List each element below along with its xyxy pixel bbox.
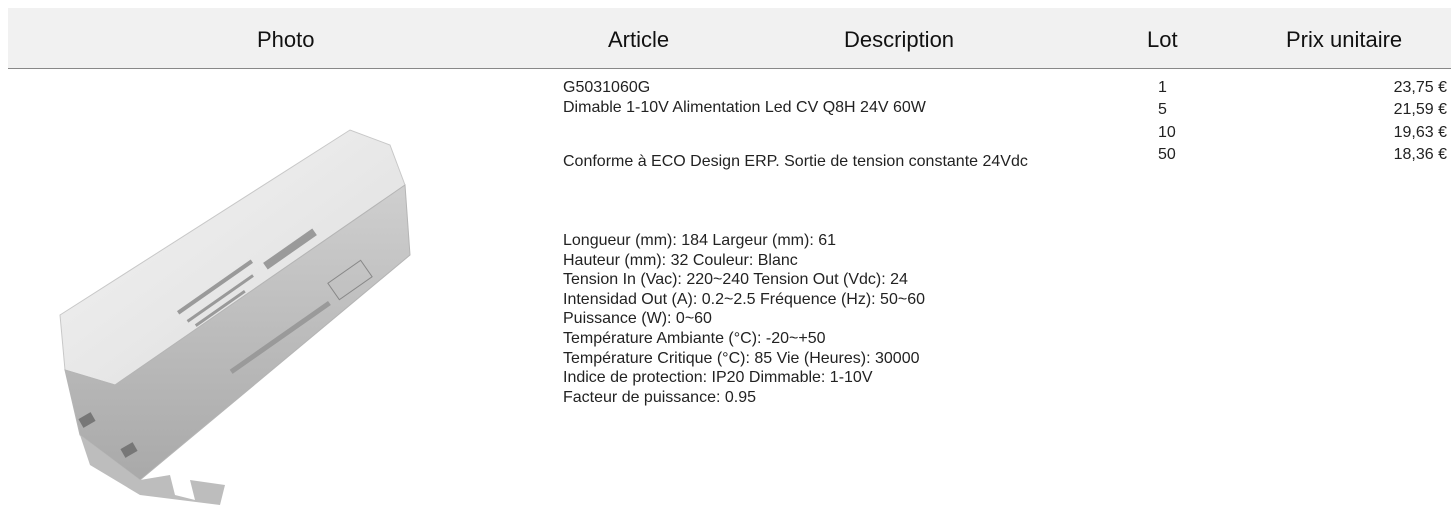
spec-line: Puissance (W): 0~60 bbox=[563, 309, 712, 329]
unit-price: 19,63 € bbox=[1300, 123, 1447, 143]
spec-line: Température Ambiante (°C): -20~+50 bbox=[563, 329, 826, 349]
header-price: Prix unitaire bbox=[1286, 8, 1402, 68]
unit-price: 18,36 € bbox=[1300, 145, 1447, 165]
lot: 50 bbox=[1158, 145, 1176, 165]
lot: 10 bbox=[1158, 123, 1176, 143]
page: Photo Article Description Lot Prix unita… bbox=[0, 0, 1451, 505]
product-code: G5031060G bbox=[563, 78, 650, 98]
product-summary: Conforme à ECO Design ERP. Sortie de ten… bbox=[563, 150, 1053, 173]
lot: 5 bbox=[1158, 100, 1167, 120]
spec-line: Hauteur (mm): 32 Couleur: Blanc bbox=[563, 251, 798, 271]
unit-price: 21,59 € bbox=[1300, 100, 1447, 120]
header-description: Description bbox=[844, 8, 954, 68]
product-photo bbox=[20, 85, 560, 505]
spec-line: Tension In (Vac): 220~240 Tension Out (V… bbox=[563, 270, 908, 290]
spec-line: Intensidad Out (A): 0.2~2.5 Fréquence (H… bbox=[563, 290, 925, 310]
table-header: Photo Article Description Lot Prix unita… bbox=[8, 8, 1451, 69]
spec-line: Longueur (mm): 184 Largeur (mm): 61 bbox=[563, 231, 836, 251]
product-name: Dimable 1-10V Alimentation Led CV Q8H 24… bbox=[563, 98, 926, 118]
header-article: Article bbox=[608, 8, 669, 68]
header-photo: Photo bbox=[257, 8, 315, 68]
spec-line: Indice de protection: IP20 Dimmable: 1-1… bbox=[563, 368, 873, 388]
lot: 1 bbox=[1158, 78, 1167, 98]
spec-line: Facteur de puissance: 0.95 bbox=[563, 388, 756, 408]
unit-price: 23,75 € bbox=[1300, 78, 1447, 98]
header-lot: Lot bbox=[1147, 8, 1178, 68]
spec-line: Température Critique (°C): 85 Vie (Heure… bbox=[563, 349, 919, 369]
